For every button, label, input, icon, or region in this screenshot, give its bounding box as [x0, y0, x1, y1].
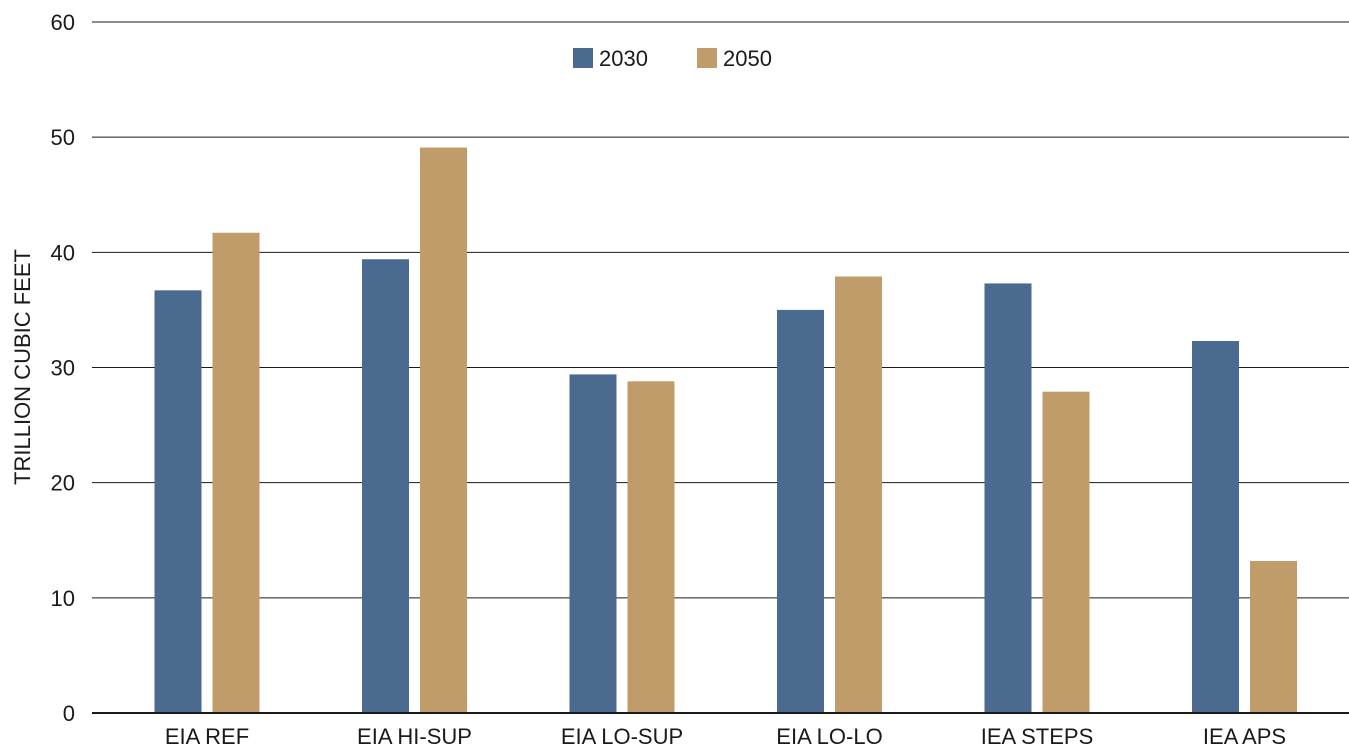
y-axis-label: TRILLION CUBIC FEET — [10, 249, 35, 485]
x-tick-label: EIA LO-SUP — [561, 724, 683, 749]
bar-2030-iea-aps — [1192, 341, 1239, 713]
y-axis-ticks: 0 10 20 30 40 50 60 — [51, 10, 75, 726]
x-tick-label: EIA HI-SUP — [357, 724, 472, 749]
bar-2050-eia-lo-sup — [627, 381, 675, 713]
y-tick-label: 30 — [51, 356, 75, 381]
legend: 2030 2050 — [573, 46, 772, 71]
bars — [154, 147, 1297, 713]
x-axis-ticks: EIA REF EIA HI-SUP EIA LO-SUP EIA LO-LO IEA … — [165, 724, 1286, 749]
bar-2050-eia-ref — [212, 232, 260, 713]
bar-2050-eia-hi-sup — [420, 147, 467, 713]
x-tick-label: IEA APS — [1203, 724, 1286, 749]
bar-2030-iea-steps — [984, 283, 1032, 713]
legend-swatch-2030 — [573, 48, 593, 68]
bar-2030-eia-lo-lo — [777, 309, 824, 713]
x-tick-label: EIA LO-LO — [776, 724, 882, 749]
bar-2030-eia-hi-sup — [362, 259, 409, 713]
legend-label-2030: 2030 — [599, 46, 648, 71]
bar-2050-iea-steps — [1042, 391, 1090, 713]
bar-2030-eia-lo-sup — [569, 374, 617, 713]
y-tick-label: 60 — [51, 10, 75, 35]
bar-2050-eia-lo-lo — [835, 276, 882, 713]
bar-2050-iea-aps — [1250, 560, 1297, 713]
y-tick-label: 10 — [51, 586, 75, 611]
y-tick-label: 40 — [51, 240, 75, 265]
y-tick-label: 50 — [51, 125, 75, 150]
x-tick-label: EIA REF — [165, 724, 249, 749]
x-tick-label: IEA STEPS — [981, 724, 1094, 749]
bar-2030-eia-ref — [154, 290, 202, 713]
y-tick-label: 0 — [63, 701, 75, 726]
y-tick-label: 20 — [51, 471, 75, 496]
legend-swatch-2050 — [697, 48, 717, 68]
gridlines — [92, 21, 1349, 599]
legend-label-2050: 2050 — [723, 46, 772, 71]
